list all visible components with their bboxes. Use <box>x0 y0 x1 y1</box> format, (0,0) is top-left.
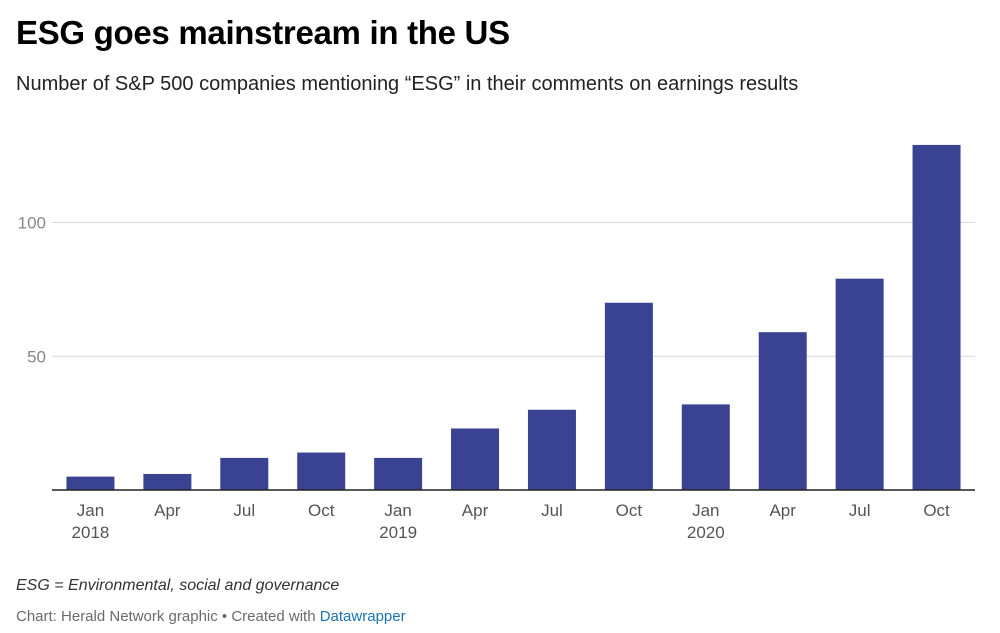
y-tick-label: 50 <box>27 347 46 366</box>
x-tick-label-month: Jul <box>541 501 563 520</box>
gridlines: 50 100 <box>18 214 975 366</box>
x-tick-label-month: Jul <box>233 501 255 520</box>
credit-text: Chart: Herald Network graphic • Created … <box>16 608 320 625</box>
datawrapper-link[interactable]: Datawrapper <box>319 608 406 625</box>
chart-title: ESG goes mainstream in the US <box>16 14 510 51</box>
bar <box>681 404 730 490</box>
x-tick-label-month: Apr <box>154 501 181 520</box>
bar <box>835 278 884 490</box>
x-tick-label-year: 2020 <box>687 523 725 542</box>
bar <box>451 428 500 490</box>
y-tick-label: 100 <box>18 214 46 233</box>
x-tick-label-year: 2018 <box>72 523 110 542</box>
x-tick-label-month: Apr <box>769 501 796 520</box>
bar <box>912 144 961 491</box>
bar <box>604 302 653 490</box>
x-tick-label-month: Jan <box>384 501 411 520</box>
bar <box>297 452 346 490</box>
footnote: ESG = Environmental, social and governan… <box>16 577 340 594</box>
bar <box>527 409 576 490</box>
x-tick-label-year: 2019 <box>379 523 417 542</box>
x-tick-label-month: Apr <box>462 501 489 520</box>
bars <box>66 144 961 491</box>
x-tick-label-month: Oct <box>923 501 950 520</box>
x-tick-label-month: Jul <box>849 501 871 520</box>
x-tick-label-month: Jan <box>692 501 719 520</box>
bar <box>220 457 269 490</box>
source-credit: Chart: Herald Network graphic • Created … <box>16 608 406 625</box>
bar <box>374 457 423 490</box>
x-tick-labels: Jan 2018 Apr Jul Oct Jan 2019 Apr Jul Oct Jan 2020 A… <box>72 501 950 542</box>
x-tick-label-month: Oct <box>308 501 335 520</box>
x-tick-label-month: Oct <box>616 501 643 520</box>
x-tick-label-month: Jan <box>77 501 104 520</box>
bar <box>66 476 115 490</box>
chart-subtitle: Number of S&P 500 companies mentioning “… <box>16 73 799 95</box>
bar <box>758 332 807 490</box>
bar <box>143 473 192 490</box>
